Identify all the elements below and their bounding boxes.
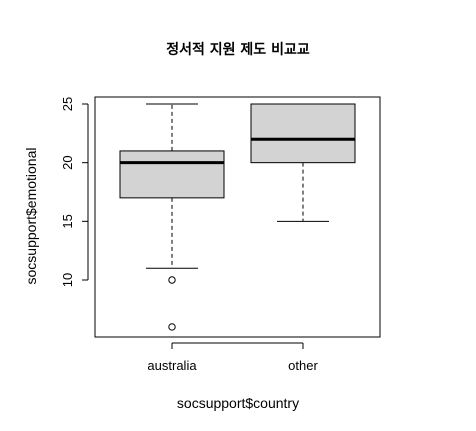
- box-other: [250, 103, 356, 222]
- y-axis-label: socsupport$emotional: [23, 148, 39, 285]
- x-tick-label-other: other: [288, 358, 318, 373]
- boxes-group: [119, 103, 356, 331]
- x-tick-label-australia: australia: [147, 358, 197, 373]
- y-tick-label-25: 25: [60, 97, 75, 111]
- y-tick-label-10: 10: [60, 273, 75, 287]
- chart-title: 정서적 지원 제도 비교교: [166, 41, 310, 58]
- y-axis: 10 15 20 25: [60, 97, 89, 287]
- outlier-point-australia-0: [168, 276, 176, 284]
- x-axis: australia other: [147, 342, 318, 373]
- box-australia: [119, 103, 225, 331]
- iqr-box-other: [250, 103, 356, 164]
- y-tick-label-15: 15: [60, 214, 75, 228]
- x-axis-label: socsupport$country: [177, 395, 299, 411]
- plot-frame: [94, 96, 381, 338]
- outlier-point-australia-1: [168, 323, 176, 331]
- iqr-box-australia: [119, 150, 225, 199]
- y-tick-label-20: 20: [60, 155, 75, 169]
